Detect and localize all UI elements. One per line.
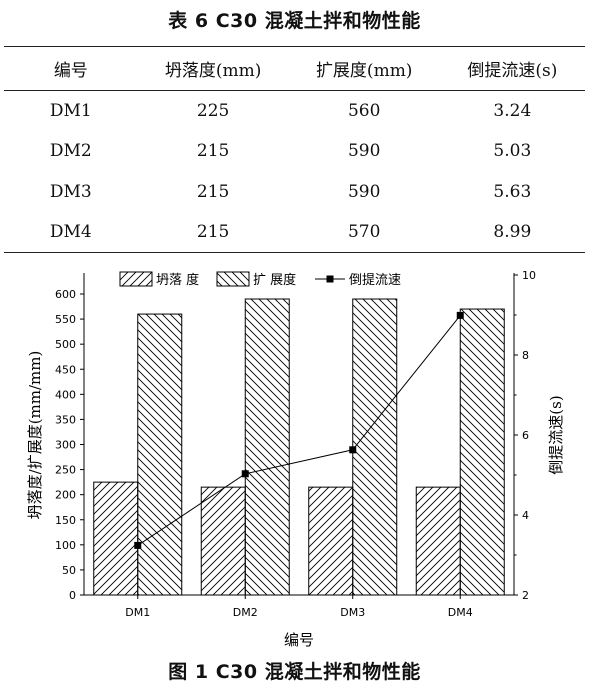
cell-flow-speed: 3.24 <box>493 101 532 121</box>
legend-swatch-slump <box>119 271 153 287</box>
cell-slump: 215 <box>196 181 230 202</box>
bar-spread <box>459 308 505 596</box>
cell-slump: 215 <box>196 141 230 162</box>
performance-table: 编号 坍落度(mm) 扩展度(mm) 倒提流速(s) DM1 225 560 3… <box>4 46 585 253</box>
header-slump: 坍落度(mm) <box>137 46 289 91</box>
left-tick-label: 550 <box>55 313 76 326</box>
table-row: DM2 215 590 5.03 <box>4 131 585 172</box>
right-tick-label: 10 <box>522 269 536 282</box>
left-tick-label: 200 <box>55 489 76 502</box>
y-axis-right-label: 倒提流速(s) <box>547 395 565 474</box>
flow-speed-point <box>241 470 249 478</box>
cell-id: DM1 <box>49 101 92 121</box>
plot-area: 0 50 100 150 200 250 300 350 400 450 500 550 600 2 4 6 8… <box>26 269 565 649</box>
left-tick-label: 350 <box>55 413 76 426</box>
cell-spread: 560 <box>347 101 381 121</box>
left-tick-label: 250 <box>55 464 76 477</box>
flow-speed-point <box>349 446 357 454</box>
flow-speed-line <box>137 315 461 546</box>
right-tick-label: 6 <box>522 429 529 442</box>
left-tick-label: 400 <box>55 388 76 401</box>
table-title: 表 6 C30 混凝土拌和物性能 <box>168 10 421 32</box>
bar-slump <box>415 486 461 596</box>
bar-slump <box>93 481 139 596</box>
flow-speed-point <box>456 311 464 319</box>
left-tick-label: 450 <box>55 363 76 376</box>
bar-spread <box>137 313 183 596</box>
left-tick-label: 50 <box>62 564 76 577</box>
x-tick-label: DM2 <box>233 606 258 619</box>
left-tick-label: 600 <box>55 288 76 301</box>
cell-spread: 590 <box>347 141 381 162</box>
table-row: DM1 225 560 3.24 <box>4 91 585 132</box>
left-tick-label: 300 <box>55 439 76 452</box>
table-row: DM4 215 570 8.99 <box>4 212 585 253</box>
cell-flow-speed: 5.63 <box>493 181 532 202</box>
cell-id: DM4 <box>4 212 138 253</box>
combo-chart: 0 50 100 150 200 250 300 350 400 450 500 550 600 2 4 6 8… <box>26 269 565 649</box>
bar-slump <box>308 486 354 596</box>
right-tick-label: 8 <box>522 349 529 362</box>
legend-label-slump: 坍落 度 <box>156 272 199 288</box>
left-tick-label: 0 <box>69 589 76 602</box>
cell-spread: 570 <box>288 212 440 253</box>
bar-spread <box>244 298 290 596</box>
left-tick-label: 150 <box>55 514 76 527</box>
flow-speed-point <box>134 541 142 549</box>
left-tick-label: 500 <box>55 338 76 351</box>
header-flow-speed: 倒提流速(s) <box>439 46 585 91</box>
legend-swatch-spread <box>216 271 250 287</box>
cell-spread: 590 <box>347 181 381 202</box>
header-spread: 扩展度(mm) <box>288 46 440 91</box>
x-tick-label: DM3 <box>340 606 365 619</box>
cell-id: DM3 <box>49 181 92 202</box>
legend-marker-flow <box>326 275 334 283</box>
header-id: 编号 <box>4 46 138 91</box>
cell-flow-speed: 5.03 <box>493 141 532 162</box>
cell-flow-speed: 8.99 <box>439 212 585 253</box>
right-tick-label: 4 <box>522 509 529 522</box>
table-row: DM3 215 590 5.63 <box>4 172 585 213</box>
y-axis-left-label: 坍落度/扩展度(mm/mm) <box>26 351 44 520</box>
cell-slump: 225 <box>196 101 230 121</box>
bar-spread <box>352 298 398 596</box>
legend-label-flow: 倒提流速 <box>349 272 401 288</box>
cell-id: DM2 <box>49 141 92 162</box>
x-tick-label: DM4 <box>448 606 473 619</box>
cell-slump: 215 <box>137 212 289 253</box>
right-tick-label: 2 <box>522 589 529 602</box>
x-tick-label: DM1 <box>125 606 150 619</box>
left-tick-label: 100 <box>55 539 76 552</box>
x-axis-label: 编号 <box>284 631 314 649</box>
bar-slump <box>200 486 246 596</box>
figure-caption: 图 1 C30 混凝土拌和物性能 <box>168 661 421 683</box>
legend-label-spread: 扩 展度 <box>253 272 296 288</box>
table-header-row: 编号 坍落度(mm) 扩展度(mm) 倒提流速(s) <box>4 46 585 91</box>
